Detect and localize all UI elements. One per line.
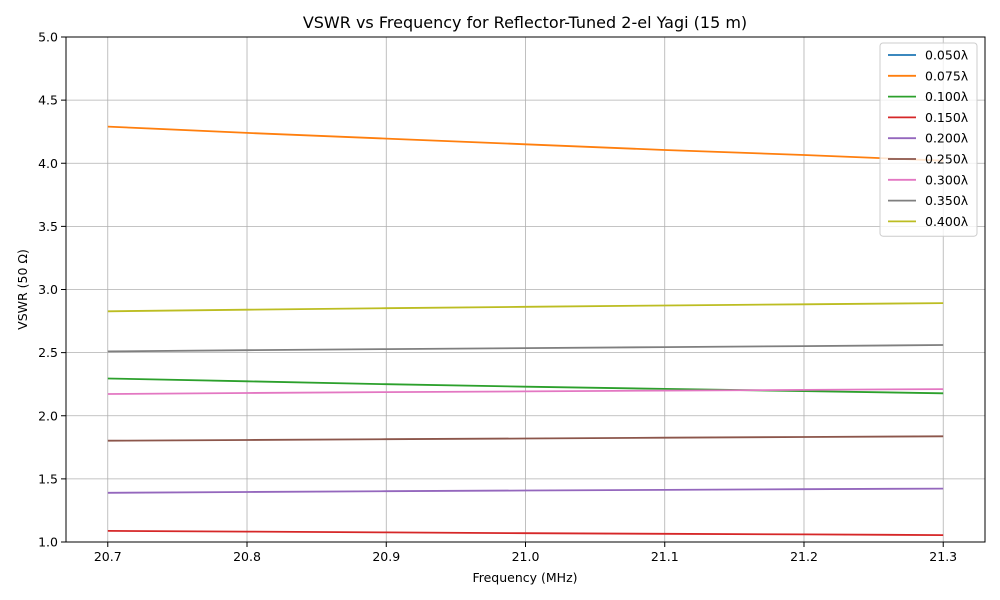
x-tick-label: 20.8 (233, 549, 261, 564)
y-axis-label: VSWR (50 Ω) (15, 249, 30, 330)
series-line-3 (107, 530, 944, 536)
series-line-4 (107, 487, 944, 494)
y-tick-label: 2.5 (38, 345, 58, 360)
y-tick-label: 1.0 (38, 535, 58, 550)
legend-entry: 0.200λ (925, 131, 969, 146)
y-tick-label: 1.5 (38, 471, 58, 486)
x-tick-label: 21.1 (651, 549, 679, 564)
chart-title: VSWR vs Frequency for Reflector-Tuned 2-… (303, 13, 747, 32)
x-tick-label: 21.2 (790, 549, 818, 564)
legend-entry: 0.150λ (925, 110, 969, 125)
series-line-6 (107, 388, 944, 395)
x-tick-label: 21.3 (929, 549, 957, 564)
grid-lines (66, 36, 985, 543)
series-line-8 (107, 302, 944, 313)
axis-ticks: 20.7 20.8 20.9 21.0 21.1 21.2 21.3 1.0 1.5 2.0 2.5… (38, 30, 957, 565)
legend-entry: 0.100λ (925, 89, 969, 104)
y-tick-label: 5.0 (38, 30, 58, 45)
legend: 0.050λ 0.075λ 0.100λ 0.150λ 0.200λ 0.250λ 0.30… (879, 42, 978, 237)
series-line-5 (107, 435, 944, 442)
x-tick-label: 20.7 (94, 549, 122, 564)
series-lines (107, 125, 944, 536)
y-tick-label: 3.0 (38, 282, 58, 297)
series-line-2 (107, 377, 944, 395)
y-tick-label: 4.5 (38, 93, 58, 108)
legend-box (879, 42, 978, 237)
x-axis-label: Frequency (MHz) (472, 570, 577, 585)
series-line-7 (107, 344, 944, 353)
legend-entry: 0.250λ (925, 152, 969, 167)
y-tick-label: 2.0 (38, 408, 58, 423)
y-tick-label: 3.5 (38, 219, 58, 234)
legend-entry: 0.300λ (925, 172, 969, 187)
legend-entry: 0.400λ (925, 214, 969, 229)
y-tick-label: 4.0 (38, 156, 58, 171)
legend-entry: 0.350λ (925, 193, 969, 208)
x-tick-label: 21.0 (512, 549, 540, 564)
x-tick-label: 20.9 (372, 549, 400, 564)
legend-entry: 0.050λ (925, 48, 969, 63)
legend-entry: 0.075λ (925, 68, 969, 83)
series-line-1 (107, 125, 944, 162)
